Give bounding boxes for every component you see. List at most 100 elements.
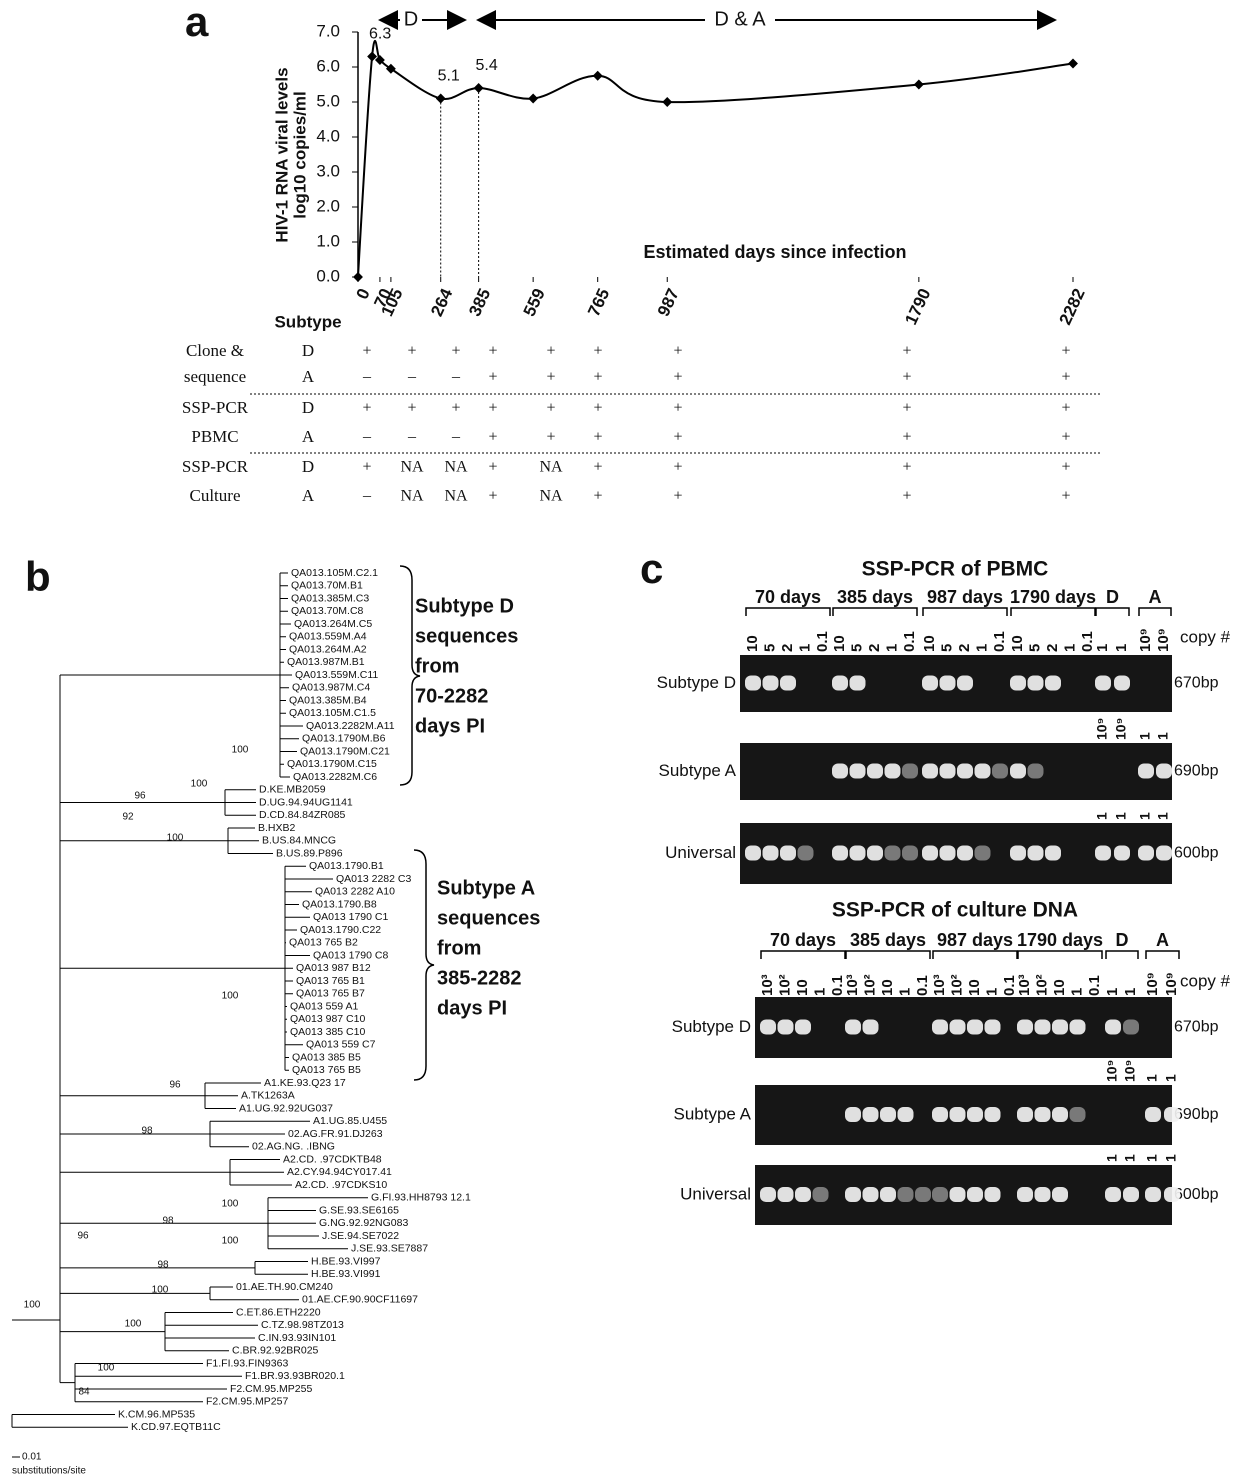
band [778,1187,794,1202]
lane-label: 1 [1144,1074,1160,1082]
leaf-label: QA013.70M.C8 [291,605,364,617]
band [950,1020,966,1035]
leaf-label: QA013 765 B5 [292,1064,361,1076]
copy-label: copy # [1180,971,1231,990]
bootstrap: 92 [122,812,134,823]
bracket-label: days PI [437,997,507,1019]
row-label: Subtype D [672,1017,751,1036]
bootstrap: 84 [78,1387,90,1398]
band [1028,846,1044,861]
leaf-label: A1.UG.85.U455 [313,1115,387,1127]
band [798,846,814,861]
band [867,764,883,779]
cell: + [546,400,555,417]
leaf-label: D.CD.84.84ZR085 [259,809,346,821]
band [863,1020,879,1035]
lane-label: 10³ [844,974,861,996]
leaf-label: F2.CM.95.MP257 [206,1396,288,1408]
group-bracket [746,608,830,616]
bracket-label: from [415,655,459,677]
group-bracket [833,608,917,616]
band [845,1020,861,1035]
group-bracket [933,951,1017,959]
band [992,764,1008,779]
leaf-label: 02.AG.NG. .IBNG [252,1141,335,1153]
copy-label: copy # [1180,627,1231,646]
lane-label: 1 [1137,812,1153,820]
lane-label: 1 [1104,988,1121,996]
lane-label: 1 [1137,732,1153,740]
lane-label: 1 [1144,1154,1160,1162]
x-tick-label: 987 [654,286,683,320]
leaf-label: QA013.1790.B1 [309,860,384,872]
band [1028,676,1044,691]
cell: + [546,429,555,446]
lane-label: 2 [779,644,796,652]
band [985,1187,1001,1202]
lane-label: 10³ [1016,974,1033,996]
lane-label: 5 [761,644,778,652]
cell: + [902,400,911,417]
leaf-label: QA013.987M.C4 [292,682,370,694]
cell: + [593,488,602,505]
band-size: 600bp [1174,1186,1219,1203]
bracket-label: Subtype A [437,877,535,899]
lane-label: 10³ [931,974,948,996]
band [885,764,901,779]
leaf-label: G.NG.92.92NG083 [319,1217,408,1229]
group-bracket [1018,951,1102,959]
band [1123,1020,1139,1035]
lane-label: 2 [866,644,883,652]
y-tick-label: 7.0 [316,21,340,40]
cell: + [673,343,682,360]
leaf-label: B.US.84.MNCG [262,835,336,847]
lane-label: 0.1 [814,631,831,652]
leaf-label: G.SE.93.SE6165 [319,1204,399,1216]
band [863,1107,879,1122]
cell: + [902,488,911,505]
lane-label: 0.1 [991,631,1008,652]
band [832,676,848,691]
leaf-label: A.TK1263A [241,1090,295,1102]
band [975,764,991,779]
point [914,80,924,90]
x-tick-label: 264 [427,285,456,319]
leaf-label: A2.CD. .97CDKTB48 [283,1153,382,1165]
cell: + [902,369,911,386]
band-size: 670bp [1174,1019,1219,1036]
leaf-label: QA013 559 A1 [290,1000,358,1012]
bracket-label: sequences [415,625,518,647]
bootstrap: 100 [232,745,249,756]
row-label: Universal [665,843,736,862]
y-tick-label: 4.0 [316,126,340,145]
bootstrap: 100 [24,1300,41,1311]
lane-label: 10⁹ [1155,628,1172,652]
cell: + [362,459,371,476]
bootstrap: 98 [162,1216,174,1227]
cell: + [488,488,497,505]
cell: + [546,369,555,386]
bracket-label: 385-2282 [437,967,522,989]
x-tick-label: 1790 [901,286,934,328]
band [957,764,973,779]
subtype: D [302,341,314,360]
cell: + [673,400,682,417]
band-size: 690bp [1174,763,1219,780]
group-bracket [1096,608,1129,616]
leaf-label: QA013 559 C7 [306,1039,376,1051]
band [967,1187,983,1202]
leaf-label: G.FI.93.HH8793 12.1 [371,1192,471,1204]
band [780,846,796,861]
lane-label: 1 [883,644,900,652]
lane-label: 1 [796,644,813,652]
point [474,83,484,93]
group-label: 70 days [755,587,821,607]
band [1045,676,1061,691]
arrow-label: D & A [714,8,766,30]
lane-label: 1 [1104,1154,1120,1162]
lane-label: 10 [831,635,848,652]
lane-label: 1 [1122,988,1139,996]
band [1045,846,1061,861]
band [1164,1187,1180,1202]
band [1035,1107,1051,1122]
